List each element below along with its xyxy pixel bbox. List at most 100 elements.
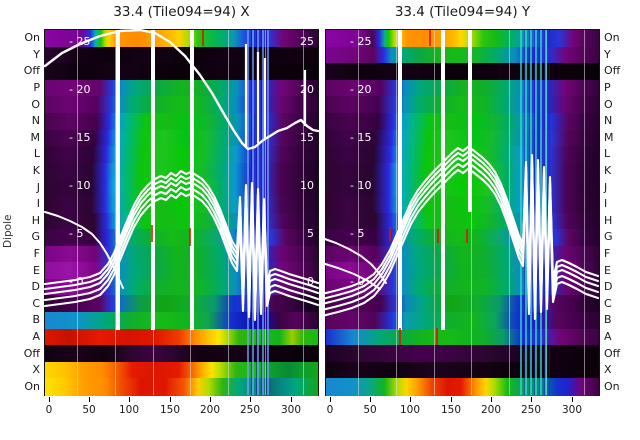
heatmap-row-D [45,278,318,297]
x-axis-tick-label: 200 [199,404,221,416]
x-axis-tick [250,397,251,402]
x-axis-tick [89,397,90,402]
column-separator [509,30,510,395]
x-axis-tick [330,397,331,402]
row-label-left-L: L [33,147,40,161]
heatmap-row-N [45,112,318,131]
inner-scale-label-right: 10 [300,179,314,192]
column-separator [471,30,472,395]
heatmap-row-L [326,146,599,164]
row-label-left-G: G [31,230,40,244]
inner-scale-label: - 20 [69,83,91,96]
heatmap-row-C [326,295,599,313]
stripe-cluster [520,30,550,395]
x-axis-tick-label: 300 [280,404,302,416]
row-label-left-H: H [31,213,40,227]
row-label-left-A: A [32,329,40,343]
heatmap-row-I [326,195,599,214]
row-label-right-N: N [604,114,613,128]
row-label-right-I: I [604,197,608,211]
heatmap-row-E [45,262,318,280]
x-axis-tick-label: 250 [520,404,542,416]
heatmap-row-A [326,328,599,346]
inner-scale-label: - 25 [69,35,91,48]
row-label-left-Y: Y [33,47,40,61]
row-label-right-On: On [604,379,620,393]
x-axis-tick [129,397,130,402]
column-separator [190,30,191,395]
row-label-left-K: K [32,164,40,178]
heatmap-row-Y [326,46,599,64]
heatmap-row-X [326,361,599,380]
x-axis-tick [210,397,211,402]
x-axis-tick [170,397,171,402]
x-axis-tick-label: 0 [45,404,53,416]
heatmap-row-G [45,229,318,247]
x-axis-tick-label: 100 [399,404,421,416]
heatmap-row-E [326,262,599,280]
row-label-left-J: J [36,180,40,194]
row-label-left-O: O [31,97,40,111]
heatmap-row-K [326,162,599,180]
row-label-left-On: On [24,379,40,393]
column-separator [434,30,435,395]
row-label-right-Off: Off [604,346,621,360]
x-axis-tick-label: 100 [118,404,140,416]
inner-scale-label: - 0 [69,275,84,288]
row-label-right-B: B [604,313,612,327]
row-label-left-E: E [33,263,40,277]
row-label-left-F: F [33,246,40,260]
row-label-right-E: E [604,263,611,277]
inner-scale-label-right: 5 [307,227,314,240]
row-label-right-G: G [604,230,613,244]
left-panel-title: 33.4 (Tile094=94) X [113,4,250,20]
row-label-left-Off: Off [23,346,40,360]
row-label-right-Y: Y [604,47,611,61]
heatmap-row-Off [326,63,599,81]
column-separator [153,30,154,395]
inner-scale-label-right: 0 [307,275,314,288]
heatmap-row-H [45,212,318,230]
x-axis-tick [572,397,573,402]
x-axis-tick-label: 150 [159,404,181,416]
x-axis-tick-label: 300 [561,404,583,416]
row-label-left-N: N [31,114,40,128]
x-axis-tick [49,397,50,402]
heatmap-row-N [326,112,599,131]
right-panel-title: 33.4 (Tile094=94) Y [394,4,531,20]
heatmap-row-D [326,278,599,297]
heatmap-row-Off [45,345,318,363]
column-separator [115,30,116,395]
heatmap-row-H [326,212,599,230]
row-label-right-C: C [604,296,612,310]
row-label-right-M: M [604,130,614,144]
x-axis-tick [291,397,292,402]
heatmap-row-F [45,245,318,263]
heatmap-row-K [45,162,318,180]
inner-scale-label-right: 25 [300,35,314,48]
row-label-right-J: J [604,180,608,194]
row-label-left-B: B [32,313,40,327]
row-label-left-C: C [32,296,40,310]
x-axis-tick-label: 0 [326,404,334,416]
heatmap-row-Off [326,345,599,363]
row-label-right-D: D [604,280,613,294]
x-axis-tick [370,397,371,402]
column-separator [584,30,585,395]
heatmap-row-C [45,295,318,313]
x-axis-tick [531,397,532,402]
inner-scale-label: - 25 [350,35,372,48]
row-label-left-I: I [36,197,40,211]
heatmap-row-A [45,328,318,346]
inner-scale-label: - 0 [350,275,365,288]
x-axis-tick-label: 50 [82,404,96,416]
heatmap-row-Y [45,46,318,64]
inner-scale-label: - 5 [69,227,84,240]
heatmap-row-L [45,146,318,164]
stripe-cluster [247,30,269,395]
x-axis-tick-label: 200 [480,404,502,416]
inner-scale-label: - 20 [350,83,372,96]
x-axis-tick [451,397,452,402]
heatmap-row-X [45,361,318,380]
row-label-left-M: M [30,130,41,144]
